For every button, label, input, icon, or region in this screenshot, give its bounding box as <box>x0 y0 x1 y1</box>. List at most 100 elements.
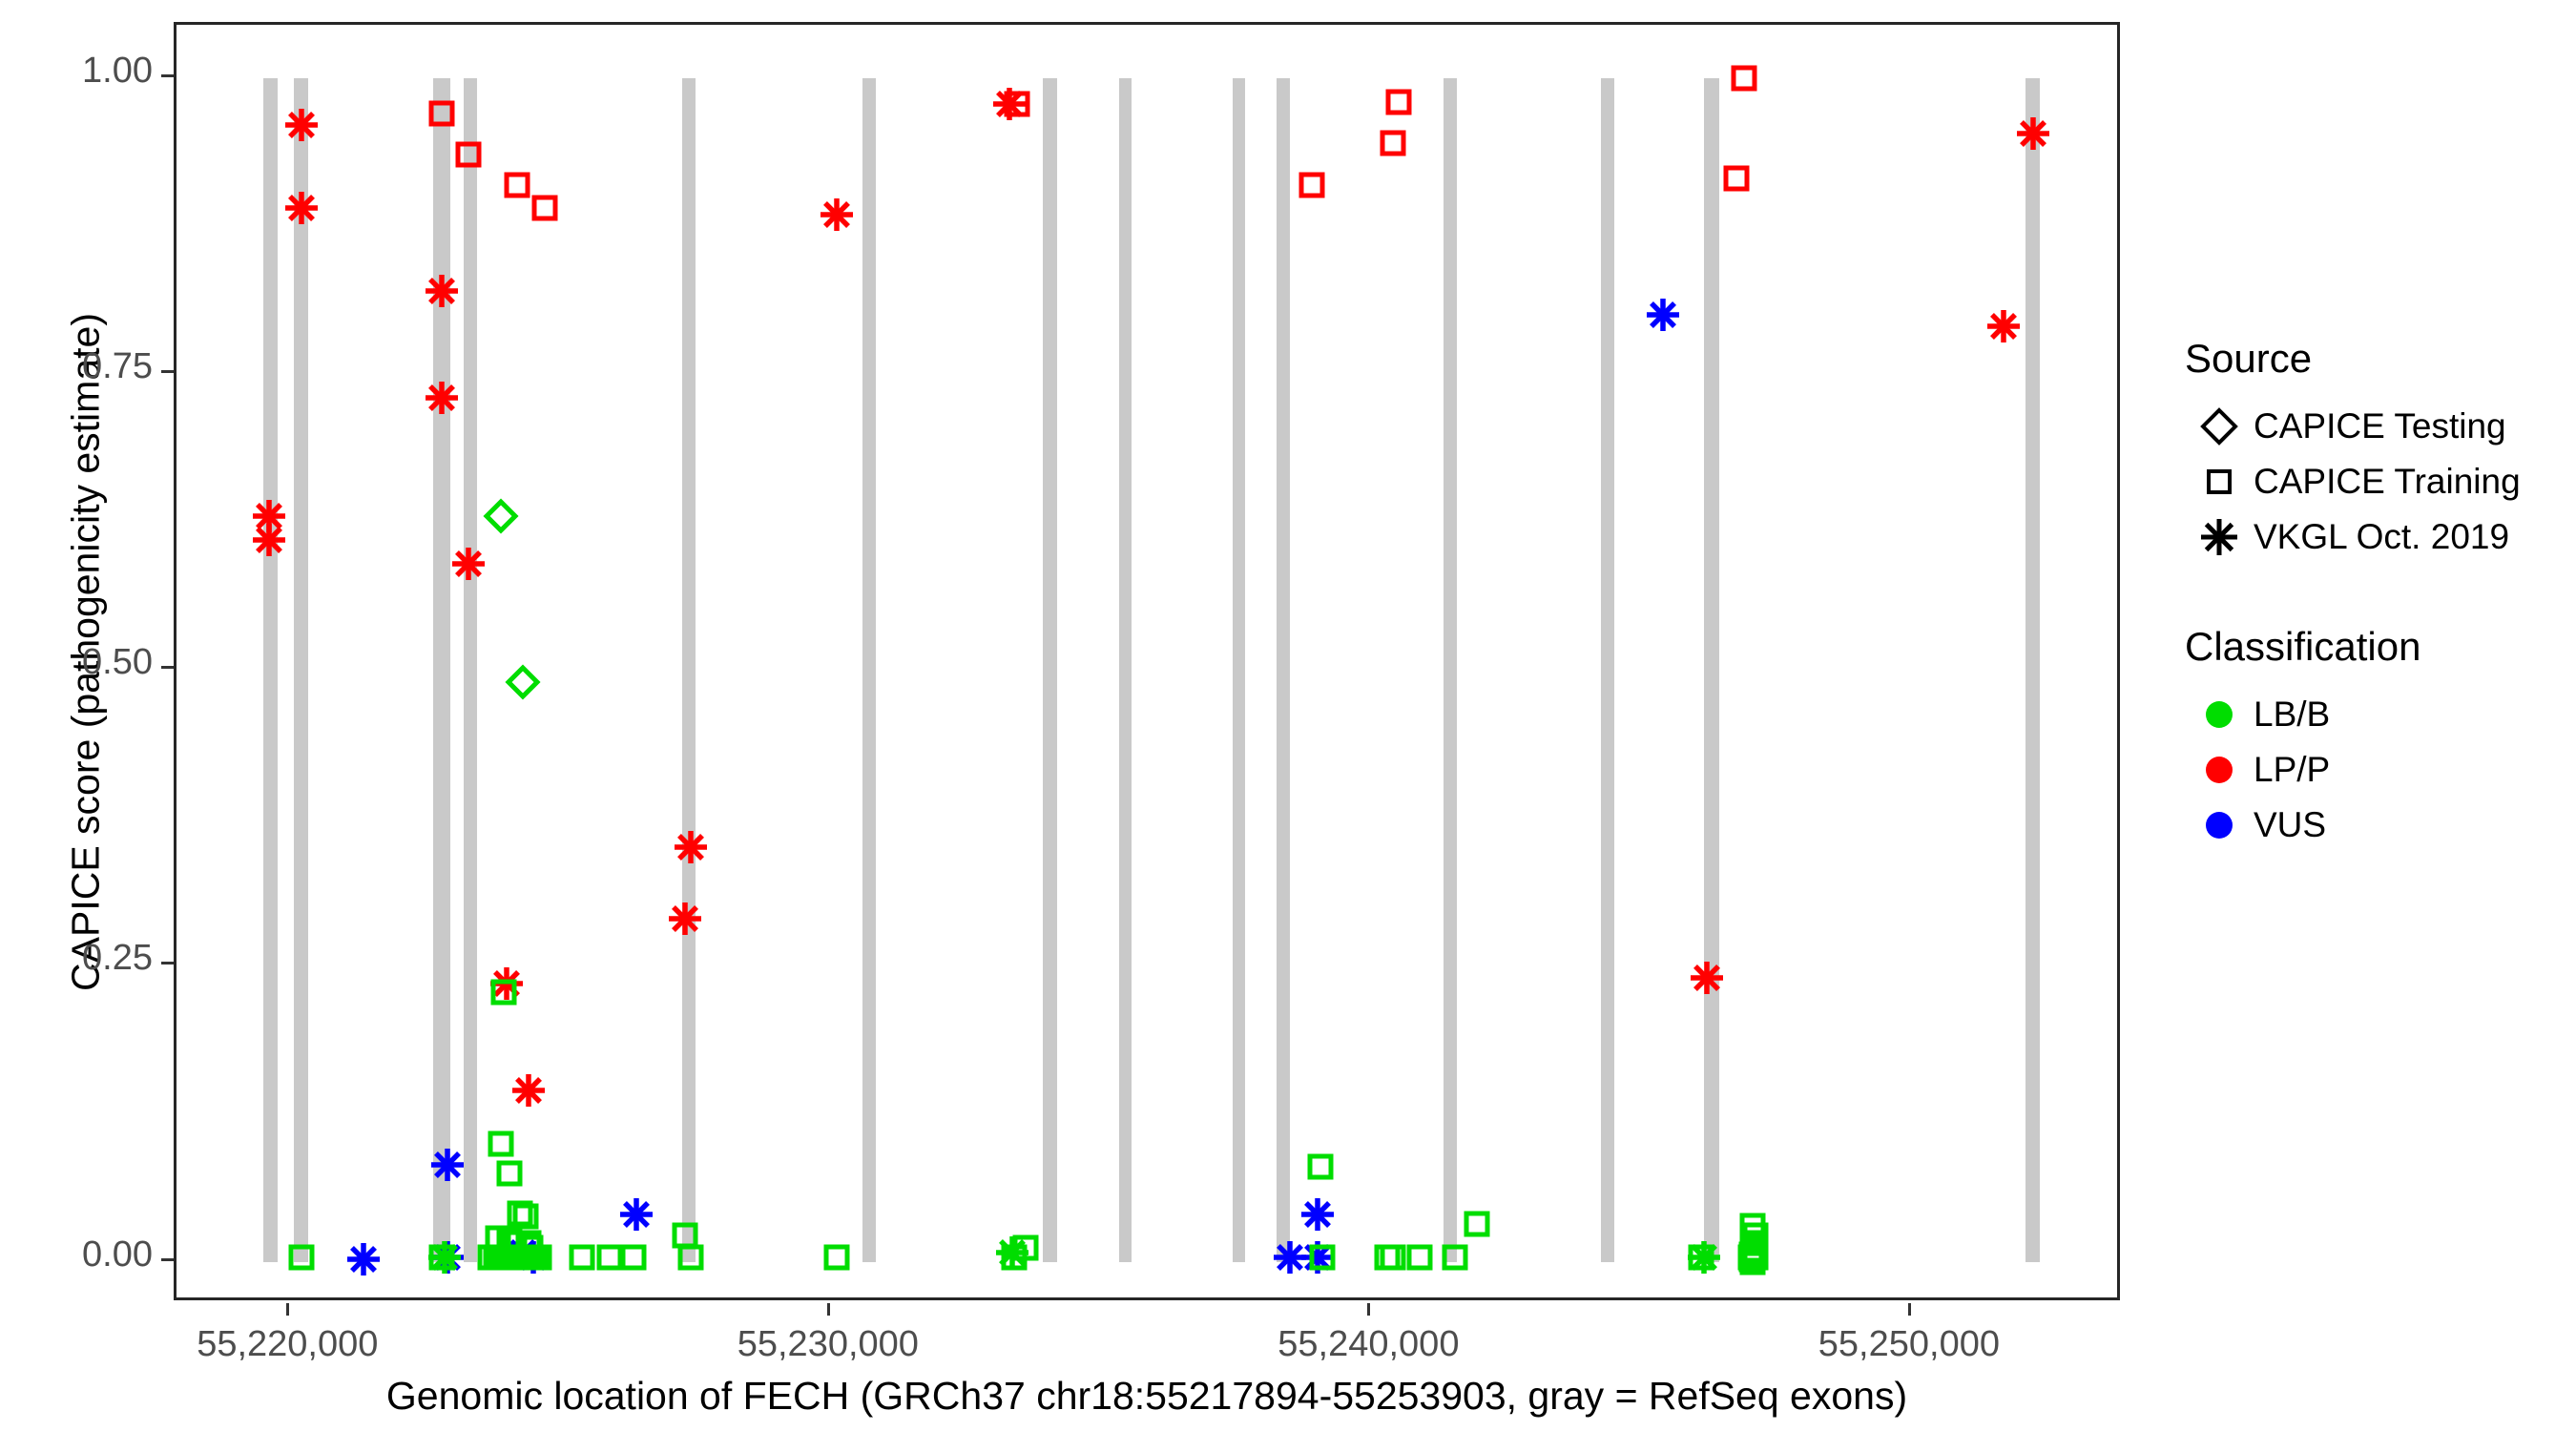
data-point <box>284 191 319 225</box>
data-point <box>1738 1246 1765 1273</box>
data-point <box>1273 1240 1307 1275</box>
exon-bar <box>1118 77 1132 1262</box>
data-point <box>488 1130 514 1157</box>
legend: Source CAPICE Testing CAPICE Training VKGL… <box>2185 336 2566 853</box>
exon-bar <box>2025 77 2041 1262</box>
legend-item-label: LP/P <box>2254 750 2331 789</box>
exon-bar <box>682 77 696 1262</box>
plot-area <box>177 25 2117 1297</box>
legend-item-label: LB/B <box>2254 695 2331 734</box>
data-point <box>619 1197 654 1232</box>
data-point <box>1380 1244 1406 1271</box>
exon-bar <box>1232 77 1245 1262</box>
data-point <box>1442 1244 1468 1271</box>
data-point <box>1385 89 1412 115</box>
data-point <box>1723 165 1750 192</box>
exon-bar <box>1043 77 1057 1262</box>
legend-item-label: CAPICE Testing <box>2254 406 2506 446</box>
data-point <box>252 523 286 557</box>
data-point <box>284 108 319 142</box>
y-tick-label: 0.00 <box>82 1234 153 1275</box>
diamond-icon <box>2185 402 2254 451</box>
legend-title-classification: Classification <box>2185 624 2421 669</box>
data-point <box>569 1244 595 1271</box>
exon-bar <box>1704 77 1719 1262</box>
exon-bar <box>1600 77 1614 1262</box>
data-point <box>677 1244 704 1271</box>
y-tick-label: 0.75 <box>82 346 153 387</box>
legend-item-label: CAPICE Training <box>2254 462 2521 501</box>
y-tick-mark <box>161 370 174 374</box>
data-point <box>1309 1244 1336 1271</box>
y-tick-label: 0.25 <box>82 938 153 979</box>
x-tick-mark <box>286 1303 290 1316</box>
legend-item-label: VKGL Oct. 2019 <box>2254 517 2510 556</box>
data-point <box>455 141 482 168</box>
data-point <box>496 1160 523 1187</box>
legend-item[interactable]: CAPICE Testing <box>2185 399 2566 454</box>
y-tick-mark <box>161 1257 174 1261</box>
legend-item[interactable]: VUS <box>2185 798 2566 853</box>
x-tick-mark <box>826 1303 830 1316</box>
data-point <box>428 100 455 127</box>
data-point <box>2016 116 2050 151</box>
data-point <box>425 381 459 415</box>
circle-icon <box>2185 800 2254 850</box>
y-tick-mark <box>161 666 174 670</box>
data-point <box>1986 309 2021 343</box>
data-point <box>1687 1240 1721 1275</box>
exon-bar <box>1443 77 1458 1262</box>
data-point <box>820 197 854 232</box>
data-point <box>596 1244 623 1271</box>
plot-panel <box>174 22 2120 1300</box>
x-tick-label: 55,240,000 <box>1278 1324 1460 1364</box>
data-point <box>504 172 530 198</box>
data-point <box>1012 1234 1039 1261</box>
data-point <box>1004 91 1030 117</box>
legend-item[interactable]: CAPICE Training <box>2185 454 2566 509</box>
data-point <box>505 664 541 700</box>
asterisk-icon <box>2185 512 2254 562</box>
exon-bar <box>1277 77 1290 1262</box>
data-point <box>483 498 519 534</box>
exon-bar <box>862 77 876 1262</box>
data-point <box>346 1242 381 1276</box>
exon-bar <box>464 77 477 1262</box>
data-point <box>288 1244 315 1271</box>
data-point <box>674 830 708 864</box>
circle-icon <box>2185 690 2254 739</box>
data-point <box>1298 172 1325 198</box>
data-point <box>451 547 486 581</box>
x-tick-mark <box>1907 1303 1911 1316</box>
data-point <box>1300 1197 1335 1232</box>
data-point <box>526 1244 552 1271</box>
data-point <box>823 1244 850 1271</box>
data-point <box>511 1073 546 1108</box>
legend-spacer <box>2185 565 2566 624</box>
data-point <box>1731 65 1757 92</box>
circle-icon <box>2185 745 2254 795</box>
legend-group-classification: LB/B LP/P VUS <box>2185 687 2566 853</box>
y-tick-label: 1.00 <box>82 50 153 91</box>
x-axis-title: Genomic location of FECH (GRCh37 chr18:5… <box>385 1374 1908 1418</box>
legend-group-source: CAPICE Testing CAPICE Training VKGL Oct. 2… <box>2185 399 2566 565</box>
data-point <box>427 1240 462 1275</box>
y-tick-mark <box>161 962 174 965</box>
data-point <box>1690 961 1724 995</box>
exon-bar <box>262 77 278 1262</box>
x-tick-label: 55,250,000 <box>1818 1324 2000 1364</box>
square-icon <box>2185 457 2254 507</box>
data-point <box>507 1200 533 1227</box>
data-point <box>1380 130 1406 156</box>
data-point <box>512 1203 539 1230</box>
x-tick-label: 55,220,000 <box>197 1324 379 1364</box>
legend-item[interactable]: LB/B <box>2185 687 2566 742</box>
data-point <box>1646 298 1680 332</box>
x-tick-label: 55,230,000 <box>737 1324 919 1364</box>
data-point <box>1406 1244 1433 1271</box>
legend-title-source: Source <box>2185 336 2313 381</box>
legend-item[interactable]: LP/P <box>2185 742 2566 798</box>
legend-item[interactable]: VKGL Oct. 2019 <box>2185 509 2566 565</box>
legend-item-label: VUS <box>2254 805 2327 844</box>
